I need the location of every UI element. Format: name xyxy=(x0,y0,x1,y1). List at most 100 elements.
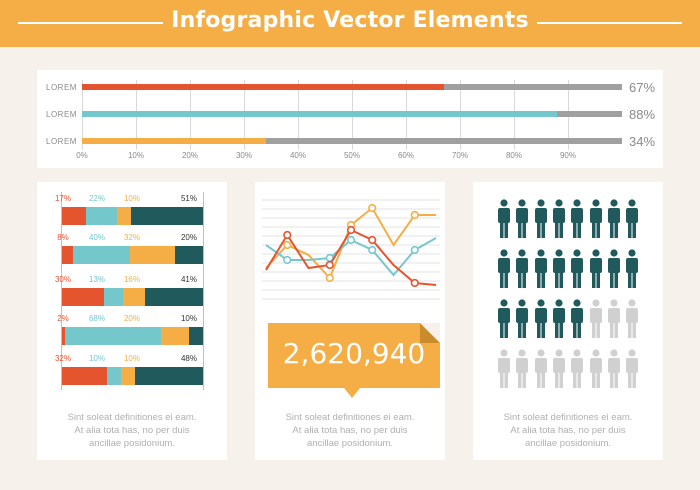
x-tick-label: 70% xyxy=(451,151,468,160)
person-icon-filled xyxy=(534,299,547,338)
bar-percentage: 88% xyxy=(629,107,656,122)
stacked-value-label: 40% xyxy=(88,233,105,242)
middle-panel-description: Sint soleat definitiones ei eam. At alia… xyxy=(255,411,445,450)
person-icon-empty xyxy=(626,299,639,338)
person-icon-filled xyxy=(534,199,547,238)
stack-frame-line xyxy=(61,192,62,390)
stacked-value-label: 32% xyxy=(54,354,71,363)
stacked-bar-row xyxy=(62,246,203,264)
x-tick-label: 20% xyxy=(181,151,198,160)
stacked-value-label: 10% xyxy=(123,194,140,203)
x-tick-label: 60% xyxy=(397,151,414,160)
x-tick-label: 10% xyxy=(127,151,144,160)
series-point xyxy=(325,260,334,270)
person-icon-empty xyxy=(534,349,547,388)
person-icon-filled xyxy=(552,249,565,288)
header-right-line xyxy=(537,22,682,24)
header-banner: Infographic Vector Elements xyxy=(0,0,700,47)
stacked-segment xyxy=(135,367,203,385)
x-tick-label: 80% xyxy=(505,151,522,160)
stacked-segment xyxy=(188,327,203,345)
person-icon-filled xyxy=(607,249,620,288)
stacked-segment xyxy=(174,246,203,264)
series-point xyxy=(368,235,377,245)
person-icon-empty xyxy=(552,349,565,388)
person-icon-filled xyxy=(589,249,602,288)
bar-track xyxy=(82,84,622,90)
series-point xyxy=(410,210,419,220)
page-title: Infographic Vector Elements xyxy=(171,8,529,33)
stacked-value-label: 10% xyxy=(123,354,140,363)
bar-track xyxy=(82,111,622,117)
person-icon-empty xyxy=(589,349,602,388)
person-icon-filled xyxy=(498,249,510,288)
person-icon-filled xyxy=(516,199,529,238)
stacked-value-label: 41% xyxy=(180,275,197,284)
left-desc-line-3: ancillae posidonium. xyxy=(88,438,176,449)
stacked-segment xyxy=(62,207,86,225)
stacked-bar-row xyxy=(62,367,203,385)
stacked-segment xyxy=(104,288,123,306)
person-icon-filled xyxy=(571,249,584,288)
person-icon-filled xyxy=(589,199,602,238)
person-icon-filled xyxy=(607,199,620,238)
stacked-segment xyxy=(62,367,108,385)
stacked-value-label: 30% xyxy=(54,275,71,284)
stacked-value-label: 48% xyxy=(180,354,197,363)
callout-pointer xyxy=(344,388,360,398)
stacked-value-label: 68% xyxy=(88,314,105,323)
line-chart xyxy=(262,199,440,300)
left-desc-line-2: At alia tota has, no per duis xyxy=(74,425,190,436)
right-desc-line-3: ancillae posidonium. xyxy=(524,438,612,449)
stacked-segment xyxy=(62,288,105,306)
x-tick-label: 40% xyxy=(289,151,306,160)
person-icon-filled xyxy=(626,199,639,238)
series-point xyxy=(283,240,292,250)
stacked-segment xyxy=(116,207,132,225)
stacked-segment xyxy=(129,246,175,264)
progress-panel: 0% 10% 20% 30% 40% 50% 60% 70% 80% 90% LOREM 67% LOR… xyxy=(37,70,663,168)
series-point xyxy=(410,245,419,255)
bar-percentage: 67% xyxy=(629,80,656,95)
person-icon-filled xyxy=(571,199,584,238)
series-point xyxy=(346,235,356,245)
person-icon-filled xyxy=(571,299,584,338)
stacked-value-label: 10% xyxy=(88,354,105,363)
person-icon-empty xyxy=(571,349,584,388)
stacked-segment xyxy=(85,207,117,225)
bar-track xyxy=(82,138,622,144)
series-point xyxy=(283,230,292,240)
middle-desc-line-2: At alia tota has, no per duis xyxy=(292,425,408,436)
series-point xyxy=(346,225,356,235)
series-point xyxy=(325,273,334,283)
stacked-segment xyxy=(62,327,65,345)
stacked-segment xyxy=(64,327,161,345)
stacked-segment xyxy=(160,327,189,345)
person-icon-filled xyxy=(552,299,565,338)
stacked-value-label: 22% xyxy=(88,194,105,203)
x-tick-label: 30% xyxy=(235,151,252,160)
stacked-value-label: 8% xyxy=(57,233,69,242)
bar-label: LOREM xyxy=(46,110,77,119)
right-desc-line-2: At alia tota has, no per duis xyxy=(510,425,626,436)
middle-desc-line-1: Sint soleat definitiones ei eam. xyxy=(285,412,415,423)
people-panel: Sint soleat definitiones ei eam. At alia… xyxy=(473,182,663,460)
person-icon-empty xyxy=(607,299,620,338)
person-icon-filled xyxy=(516,299,529,338)
stacked-bar-row xyxy=(62,207,203,225)
x-tick-label: 50% xyxy=(343,151,360,160)
person-icon-empty xyxy=(626,349,639,388)
person-icon-filled xyxy=(498,199,510,238)
series-point xyxy=(283,255,292,265)
stacked-segment xyxy=(107,367,122,385)
left-desc-line-1: Sint soleat definitiones ei eam. xyxy=(67,412,197,423)
stacked-value-label: 20% xyxy=(180,233,197,242)
person-icon-filled xyxy=(516,249,529,288)
stacked-bar-row xyxy=(62,288,203,306)
bar-fill xyxy=(82,84,444,90)
person-icon-empty xyxy=(589,299,602,338)
bar-fill xyxy=(82,111,558,117)
series-point xyxy=(410,278,419,288)
middle-desc-line-3: ancillae posidonium. xyxy=(306,438,394,449)
person-icon-empty xyxy=(498,349,510,388)
